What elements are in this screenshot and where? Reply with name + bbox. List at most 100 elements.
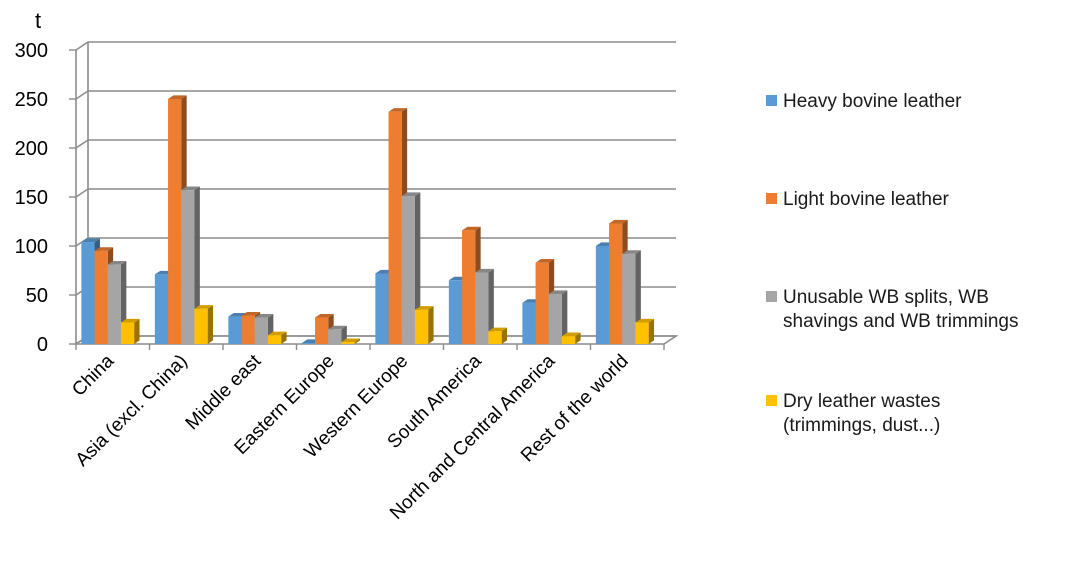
bar-front: [341, 342, 355, 344]
bar-side: [488, 268, 494, 344]
legend-swatch: [766, 95, 777, 106]
legend-label: Dry leather wastes (trimmings, dust...): [783, 390, 940, 438]
y-tick-labels: 0 50 100 150 200 250 300: [15, 40, 48, 356]
bar: [120, 318, 140, 344]
bar-top: [328, 325, 347, 330]
bar-front: [120, 322, 135, 344]
bar-front: [561, 336, 576, 344]
bar-top: [561, 332, 581, 337]
bar: [475, 268, 494, 344]
bar-side: [575, 332, 581, 344]
legend-label-line: shavings and WB trimmings: [783, 311, 1019, 332]
bar: [488, 327, 508, 344]
bar: [414, 306, 434, 344]
bar-side: [501, 327, 508, 344]
bar-top: [267, 331, 287, 336]
legend-item: Unusable WB splits, WB shavings and WB tr…: [766, 286, 1018, 334]
bar: [267, 331, 287, 344]
bar-top: [609, 219, 628, 224]
bar-front: [181, 190, 195, 344]
y-tick-label: 250: [15, 89, 48, 111]
gridline-depth: [75, 188, 89, 198]
bar-front: [462, 230, 476, 344]
bar-top: [81, 238, 100, 243]
legend-label: Heavy bovine leather: [783, 90, 962, 114]
bar-front: [301, 343, 316, 344]
legend-label: Light bovine leather: [783, 188, 949, 212]
bar-side: [428, 306, 434, 344]
bar-front: [488, 331, 502, 344]
bar-front: [194, 308, 208, 344]
legend-label-line: Dry leather wastes: [783, 391, 941, 412]
bar: [401, 192, 421, 344]
bar-top: [401, 192, 421, 197]
legend-label-line: (trimmings, dust...): [783, 415, 941, 436]
bar-top: [341, 338, 361, 343]
bar-front: [81, 242, 95, 344]
bar-side: [561, 290, 568, 344]
bar-side: [414, 192, 421, 344]
bar-front: [228, 316, 242, 344]
bar-front: [622, 253, 636, 344]
bar-top: [635, 318, 655, 323]
legend-swatch: [766, 395, 777, 406]
bar-top: [241, 311, 261, 316]
legend-label-line: Light bovine leather: [783, 189, 949, 210]
bar-top: [535, 259, 555, 263]
bar-top: [94, 247, 114, 251]
y-tick-label: 200: [15, 138, 48, 160]
bar-front: [107, 264, 121, 344]
bar-front: [328, 329, 342, 344]
bar: [548, 290, 568, 344]
bar-side: [207, 305, 214, 344]
legend: Heavy bovine leather Light bovine leather…: [766, 0, 1083, 580]
bar: [561, 332, 581, 344]
bar-side: [281, 331, 287, 344]
bar: [181, 186, 200, 344]
bar-top: [462, 226, 481, 231]
bar-front: [609, 223, 623, 344]
bar-front: [388, 111, 402, 345]
y-tick-label: 150: [15, 187, 48, 209]
legend-swatch: [766, 291, 777, 302]
y-axis-label: t: [35, 8, 41, 33]
bar-side: [134, 318, 140, 344]
bar-front: [414, 309, 429, 344]
bar-front: [595, 246, 610, 344]
gridline-depth: [75, 90, 89, 100]
bar-top: [107, 261, 127, 265]
gridline-depth: [75, 41, 89, 51]
bar-top: [488, 327, 508, 332]
bar-top: [388, 108, 408, 112]
legend-item: Light bovine leather: [766, 188, 949, 212]
bar-top: [414, 306, 434, 310]
bar-side: [194, 186, 200, 344]
bar-side: [354, 338, 361, 344]
y-tick-label: 50: [26, 285, 48, 307]
bar-front: [548, 294, 562, 344]
bar-top: [194, 305, 214, 309]
bar-top: [622, 250, 641, 254]
bars: [81, 95, 655, 345]
bar-front: [267, 335, 282, 344]
bar-top: [315, 313, 334, 318]
bar-front: [168, 99, 182, 344]
legend-item: Dry leather wastes (trimmings, dust...): [766, 390, 940, 438]
bar: [194, 305, 214, 344]
bar-front: [448, 280, 463, 344]
legend-label: Unusable WB splits, WB shavings and WB tr…: [783, 286, 1018, 334]
bar-front: [522, 302, 536, 344]
y-tick-label: 300: [15, 40, 48, 62]
bar-front: [241, 315, 255, 344]
bar-front: [535, 262, 549, 344]
bar-top: [120, 318, 140, 323]
y-tick-label: 0: [37, 334, 48, 356]
bar-top: [168, 95, 187, 99]
bar: [341, 338, 361, 344]
bar-top: [181, 186, 200, 191]
bar-front: [475, 272, 489, 344]
bar-front: [635, 322, 649, 344]
bar-front: [94, 250, 108, 344]
